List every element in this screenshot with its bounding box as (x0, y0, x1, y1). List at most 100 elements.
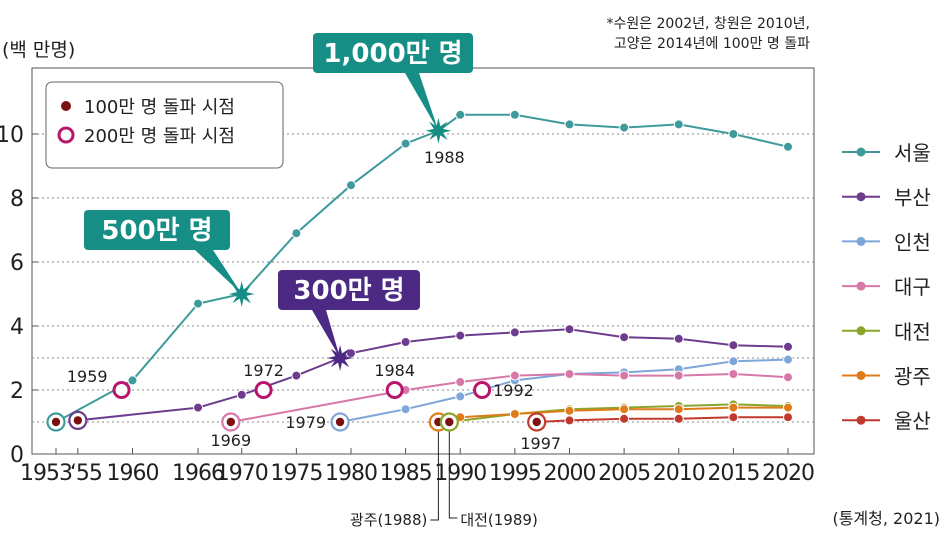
x-tick-label-1985: 1985 (380, 461, 432, 486)
series-0-point-2005 (619, 122, 630, 133)
x-tick-label-1995: 1995 (489, 461, 541, 486)
series-1-point-1970 (236, 389, 247, 400)
series-1-point-2000 (564, 324, 575, 335)
series-6-point-2005 (619, 413, 630, 424)
markers: 광주(1988) 대전(1989) 1969 1979 1997 1959 1972 1984… (46, 361, 561, 529)
milestone-box-1 (84, 210, 230, 250)
two-million-marker-1959 (112, 381, 131, 399)
legend-dot-1 (856, 192, 866, 202)
series-6-point-2020 (783, 412, 793, 423)
series-1-point-1975 (291, 370, 302, 381)
series-0-point-1995 (509, 109, 520, 120)
milestone-tail-2 (312, 310, 341, 358)
series-1-point-2020 (783, 341, 793, 352)
million-marker-dot-3 (335, 417, 345, 427)
x-tick-label-2000: 2000 (543, 461, 595, 486)
series-0-point-2015 (728, 129, 739, 139)
series-0-point-1990 (455, 109, 466, 120)
x-tick-label-1980: 1980 (325, 461, 377, 486)
callout-label-gwangju: 광주(1988) (350, 511, 427, 529)
series-5-point-2010 (673, 404, 684, 415)
x-tick-label-1966: 1966 (172, 461, 224, 486)
y-tick-label-4: 4 (10, 315, 24, 340)
two-million-marker-1984 (385, 381, 404, 399)
legend-label-1: 부산 (894, 186, 931, 210)
callout-line-0 (430, 422, 439, 521)
series-3-point-1990 (455, 377, 466, 387)
milestone-box-2 (278, 270, 420, 310)
million-marker-dot-6 (532, 417, 541, 427)
milestone-burst-2 (327, 345, 354, 371)
two-million-label-1992: 1992 (493, 381, 534, 400)
series-5-point-2015 (728, 402, 739, 413)
million-marker-dot-0 (51, 417, 61, 427)
series-6-point-2010 (673, 413, 684, 424)
one-million-legend-label: 100만 명 돌파 시점 (84, 97, 235, 118)
series-0-point-1960 (127, 375, 138, 386)
x-tick-label-2010: 2010 (653, 461, 705, 486)
million-marker-label-1979: 1979 (285, 413, 326, 432)
milestone-label-1: 500만 명 (101, 216, 212, 246)
series-3-point-2020 (783, 372, 793, 383)
milestone-tail-0 (405, 73, 439, 131)
series-5-point-2020 (783, 402, 793, 413)
two-million-label-1984: 1984 (374, 361, 415, 380)
y-axis-label: (백 만명) (2, 39, 75, 61)
x-tick-label-1990: 1990 (434, 461, 486, 486)
marker-legend-box: 100만 명 돌파 시점 200만 명 돌파 시점 (45, 81, 284, 169)
series-1-point-1966 (193, 402, 204, 413)
series-2-point-2015 (728, 356, 739, 367)
series-5-point-1995 (509, 409, 520, 419)
series-6-point-2000 (564, 415, 575, 426)
callout-line-1 (448, 422, 458, 519)
one-million-dot-icon (61, 101, 71, 111)
series-5-point-2000 (564, 405, 575, 416)
series-1-point-2010 (673, 333, 684, 344)
series-3-point-2000 (564, 369, 575, 379)
y-tick-label-2: 2 (10, 379, 24, 404)
series-0-point-1985 (400, 138, 411, 149)
series-1-point-1995 (509, 327, 520, 338)
y-tick-label-6: 6 (10, 251, 24, 276)
legend-dot-2 (856, 236, 866, 246)
milestone-burst-1 (228, 281, 255, 307)
callout-label-daejeon: 대전(1989) (460, 511, 537, 529)
legend-label-3: 대구 (894, 275, 931, 299)
two-million-label-1959: 1959 (67, 367, 108, 386)
series-0-point-1966 (193, 298, 204, 309)
million-marker-label-1997: 1997 (520, 434, 561, 453)
x-tick-label-2020: 2020 (762, 461, 814, 486)
series-line-6 (536, 416, 788, 423)
y-tick-label-10: 10 (0, 123, 24, 148)
x-tick-label-1955: ‘55 (70, 461, 102, 486)
milestone-burst-0 (425, 117, 452, 144)
series-0-point-1980 (345, 180, 356, 191)
series-6-point-2015 (728, 412, 739, 423)
legend-label-2: 인천 (894, 230, 931, 254)
milestone-callouts: 1,000만 명 1988 500만 명 300만 명 (84, 33, 473, 371)
legend-dot-6 (856, 415, 866, 425)
series-line-1 (77, 328, 789, 422)
series-5-point-2005 (619, 404, 630, 415)
x-tick-label-2015: 2015 (707, 461, 759, 486)
series-1-point-1985 (400, 337, 411, 347)
x-tick-label-2005: 2005 (598, 461, 650, 486)
x-tick-label-1960: 1960 (106, 461, 158, 486)
series-0-point-2000 (564, 119, 575, 130)
legend-dot-3 (856, 281, 866, 291)
legend-dot-4 (856, 326, 866, 336)
gridlines (32, 133, 814, 423)
milestone-box-0 (313, 33, 473, 73)
series-line-5 (438, 406, 788, 423)
series-2-point-2020 (783, 354, 793, 365)
note-line-1: *수원은 2002년, 창원은 2010년, (606, 16, 810, 32)
million-marker-dot-5 (445, 417, 454, 427)
milestone-tail-1 (195, 250, 242, 294)
series-3-point-1995 (509, 370, 520, 381)
series-3-point-2005 (619, 370, 630, 381)
legend-dot-5 (856, 371, 866, 380)
million-marker-dot-2 (226, 417, 236, 427)
x-tick-label-1953: 1953 (20, 461, 72, 486)
legend-label-4: 대전 (894, 320, 931, 344)
